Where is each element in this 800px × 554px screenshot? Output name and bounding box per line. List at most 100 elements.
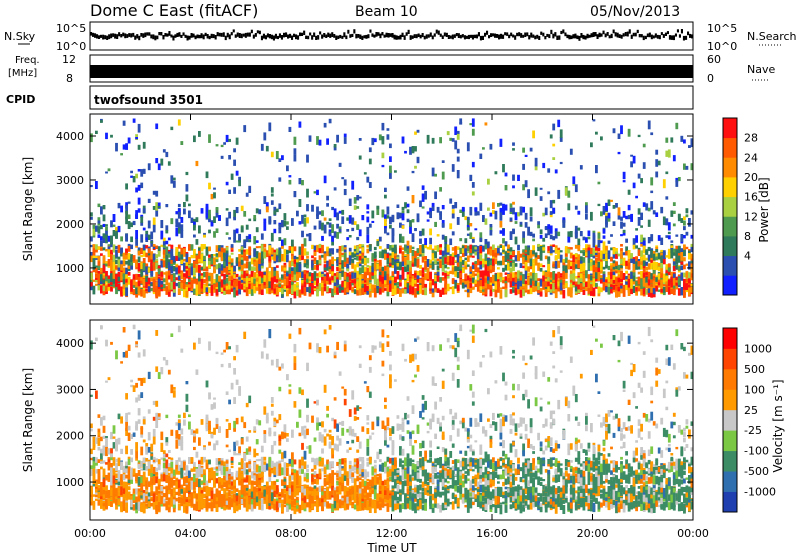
power-cell [248, 255, 252, 259]
power-cell [640, 250, 644, 258]
power-cell [494, 251, 498, 258]
power-cell [607, 216, 611, 222]
power-cell [456, 217, 460, 225]
power-cell [386, 284, 390, 288]
power-cell [278, 224, 282, 229]
power-cell [225, 247, 229, 251]
velocity-cell [107, 448, 111, 455]
power-cell [389, 224, 392, 229]
power-cell [552, 157, 556, 160]
power-cell [497, 276, 500, 283]
power-cell [592, 119, 596, 122]
power-cell [213, 257, 216, 266]
power-cell [582, 286, 586, 290]
power-cell [122, 267, 126, 274]
power-cell [303, 281, 307, 288]
power-cell [215, 144, 219, 147]
power-cell [220, 264, 224, 271]
power-cell [316, 136, 319, 145]
power-cell [386, 273, 390, 281]
velocity-cell [100, 496, 103, 499]
power-cell [130, 284, 134, 292]
velocity-cell [125, 415, 129, 425]
power-cell [479, 264, 483, 270]
power-cell [140, 234, 144, 243]
power-cell [177, 203, 181, 208]
power-cell [278, 287, 282, 293]
nsky-sample [395, 35, 398, 40]
power-cell [627, 287, 631, 296]
power-cell [240, 257, 244, 260]
power-cell [667, 235, 671, 240]
power-cell [554, 169, 558, 174]
power-cell [499, 252, 503, 256]
power-cell [112, 261, 116, 270]
power-cell [97, 234, 101, 238]
power-cell [373, 270, 377, 275]
power-cell [150, 251, 154, 260]
nsky-sample [594, 32, 597, 37]
power-cell [381, 209, 385, 218]
power-cell [132, 255, 136, 262]
velocity-cell [95, 498, 98, 501]
power-cell [180, 282, 184, 289]
power-cell [512, 174, 515, 181]
power-cell [647, 288, 651, 293]
power-cell [509, 289, 513, 294]
nsky-sample [210, 33, 213, 39]
power-cell [273, 276, 277, 283]
power-cell [110, 254, 113, 261]
velocity-cell [107, 459, 111, 463]
nsky-sample [530, 32, 533, 38]
power-cell [577, 227, 581, 231]
nsky-sample [399, 34, 402, 40]
velocity-cell [90, 469, 93, 476]
y-tick-label: 1000 [56, 262, 84, 275]
power-cell [434, 253, 438, 259]
power-cell [135, 287, 139, 295]
power-cell [522, 163, 526, 170]
power-cell [137, 197, 141, 205]
power-cell [233, 209, 237, 219]
power-cell [160, 244, 164, 247]
power-cell [296, 262, 299, 271]
velocity-cell [100, 488, 103, 498]
power-cell [685, 263, 689, 266]
power-cell [228, 257, 232, 261]
power-cell [130, 262, 134, 270]
power-cell [112, 270, 116, 279]
power-cell [223, 262, 227, 267]
power-cell [512, 250, 515, 256]
power-cell [268, 259, 272, 268]
power-cell [275, 256, 279, 263]
power-cell [263, 248, 267, 256]
nsky-sample [359, 34, 362, 39]
power-cell [125, 183, 129, 190]
power-cell [522, 147, 526, 153]
power-cell [625, 279, 629, 282]
power-cell [431, 288, 435, 293]
power-cell [466, 218, 470, 228]
power-cell [160, 284, 164, 288]
power-cell [587, 280, 591, 288]
power-cell [419, 200, 422, 208]
power-cell [537, 221, 541, 225]
nsky-sample [656, 34, 659, 39]
velocity-cell [132, 488, 136, 495]
power-cell [193, 221, 196, 225]
power-cell [378, 282, 382, 288]
power-cell [504, 185, 508, 191]
power-cell [396, 212, 400, 220]
power-cell [157, 265, 161, 269]
power-cell [642, 202, 646, 207]
power-cell [378, 265, 382, 274]
velocity-cell [97, 469, 101, 479]
power-cell [489, 259, 493, 267]
power-cell [333, 144, 337, 148]
power-cell [617, 212, 621, 220]
power-cell [632, 260, 636, 265]
power-cell [177, 265, 181, 274]
power-cell [323, 217, 327, 221]
power-cell [434, 251, 438, 256]
power-cell [585, 204, 588, 214]
